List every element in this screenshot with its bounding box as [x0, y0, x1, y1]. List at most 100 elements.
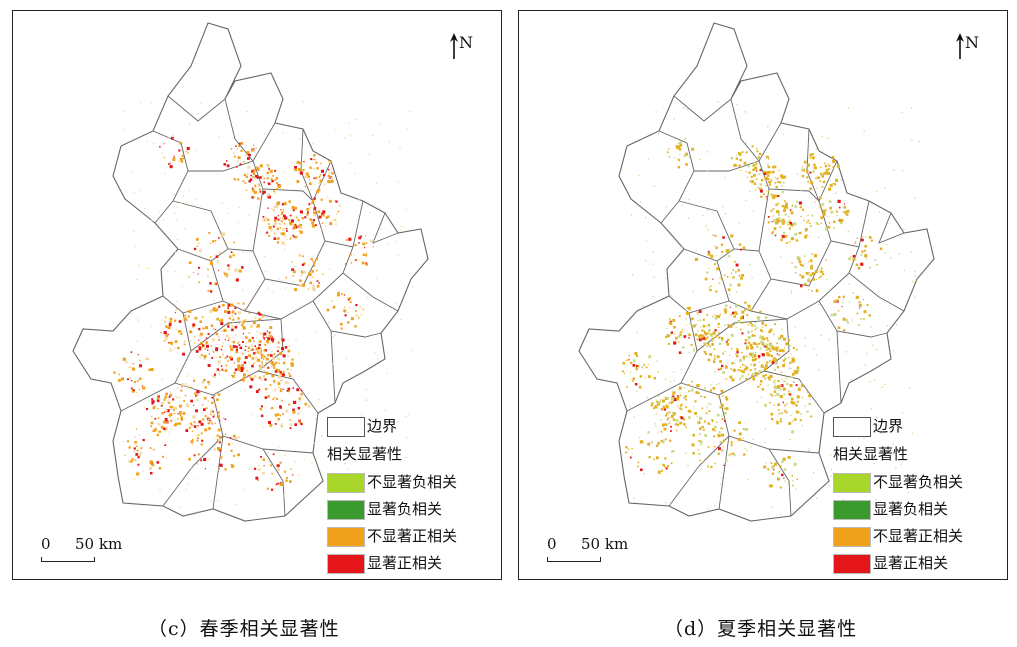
correlation-pixel — [258, 183, 260, 185]
correlation-pixel — [277, 369, 281, 373]
correlation-pixel — [140, 451, 143, 454]
correlation-pixel — [750, 175, 753, 178]
correlation-pixel — [763, 172, 767, 176]
correlation-pixel — [622, 361, 625, 365]
correlation-pixel — [835, 313, 837, 315]
correlation-pixel — [349, 301, 352, 304]
correlation-pixel — [626, 359, 628, 361]
correlation-pixel — [698, 421, 701, 424]
correlation-pixel — [765, 171, 769, 175]
correlation-pixel — [237, 453, 240, 457]
correlation-pixel — [405, 456, 407, 458]
correlation-pixel — [717, 101, 719, 103]
correlation-pixel — [714, 234, 717, 237]
correlation-pixel — [217, 428, 221, 432]
correlation-pixel — [828, 200, 832, 203]
correlation-pixel — [633, 360, 636, 363]
correlation-pixel — [332, 336, 334, 338]
correlation-pixel — [719, 313, 721, 316]
correlation-pixel — [216, 398, 219, 401]
correlation-pixel — [299, 138, 301, 140]
correlation-pixel — [740, 276, 743, 280]
correlation-pixel — [668, 402, 670, 404]
correlation-pixel — [270, 338, 275, 342]
correlation-pixel — [397, 254, 399, 256]
correlation-pixel — [794, 326, 797, 328]
correlation-pixel — [842, 295, 845, 298]
district-boundary — [210, 260, 266, 312]
correlation-pixel — [795, 488, 797, 491]
correlation-pixel — [188, 457, 191, 461]
correlation-pixel — [771, 231, 774, 234]
correlation-pixel — [206, 344, 209, 348]
correlation-pixel — [265, 371, 269, 375]
correlation-pixel — [669, 380, 672, 383]
correlation-pixel — [263, 133, 265, 135]
correlation-pixel — [817, 265, 819, 267]
correlation-pixel — [738, 222, 741, 224]
correlation-pixel — [884, 383, 886, 385]
correlation-pixel — [778, 420, 780, 422]
correlation-pixel — [260, 353, 264, 357]
correlation-pixel — [241, 323, 244, 326]
correlation-pixel — [847, 107, 850, 109]
correlation-pixel — [266, 171, 269, 175]
correlation-pixel — [895, 467, 897, 469]
correlation-pixel — [673, 379, 675, 382]
correlation-pixel — [258, 376, 261, 379]
correlation-pixel — [710, 334, 713, 337]
correlation-pixel — [783, 133, 785, 135]
district-boundary — [372, 212, 399, 244]
correlation-pixel — [655, 406, 657, 408]
correlation-pixel — [707, 422, 710, 425]
correlation-pixel — [269, 331, 272, 334]
correlation-pixel — [289, 419, 291, 421]
correlation-pixel — [246, 151, 250, 154]
correlation-pixel — [794, 418, 797, 421]
correlation-pixel — [263, 179, 265, 181]
correlation-pixel — [722, 439, 726, 442]
correlation-pixel — [707, 467, 709, 469]
correlation-pixel — [277, 341, 280, 344]
correlation-pixel — [821, 271, 824, 273]
correlation-pixel — [197, 394, 199, 396]
correlation-pixel — [641, 137, 643, 139]
correlation-pixel — [166, 457, 168, 459]
correlation-pixel — [680, 405, 682, 407]
correlation-pixel — [752, 377, 756, 381]
correlation-pixel — [742, 315, 744, 317]
correlation-pixel — [291, 261, 293, 263]
correlation-pixel — [240, 367, 244, 370]
correlation-pixel — [303, 262, 306, 265]
correlation-pixel — [247, 346, 250, 349]
correlation-pixel — [258, 311, 260, 313]
correlation-pixel — [134, 245, 136, 247]
correlation-pixel — [746, 176, 749, 178]
correlation-pixel — [301, 263, 305, 266]
correlation-pixel — [709, 333, 712, 336]
correlation-pixel — [161, 402, 163, 404]
correlation-pixel — [774, 177, 777, 179]
correlation-pixel — [230, 449, 233, 452]
correlation-pixel — [220, 318, 224, 322]
correlation-pixel — [784, 404, 787, 407]
correlation-pixel — [269, 343, 271, 345]
correlation-pixel — [289, 221, 292, 224]
correlation-pixel — [250, 177, 253, 180]
correlation-pixel — [685, 310, 687, 312]
correlation-pixel — [128, 446, 131, 449]
correlation-pixel — [276, 241, 280, 244]
correlation-pixel — [782, 237, 784, 239]
correlation-pixel — [808, 272, 810, 274]
correlation-pixel — [795, 272, 797, 274]
correlation-pixel — [113, 371, 116, 374]
correlation-pixel — [163, 398, 166, 401]
correlation-pixel — [188, 189, 190, 191]
correlation-pixel — [858, 301, 861, 304]
correlation-pixel — [843, 206, 846, 209]
correlation-pixel — [755, 189, 757, 191]
correlation-pixel — [146, 140, 148, 142]
correlation-pixel — [286, 230, 288, 232]
correlation-pixel — [335, 172, 337, 175]
correlation-pixel — [657, 133, 660, 135]
